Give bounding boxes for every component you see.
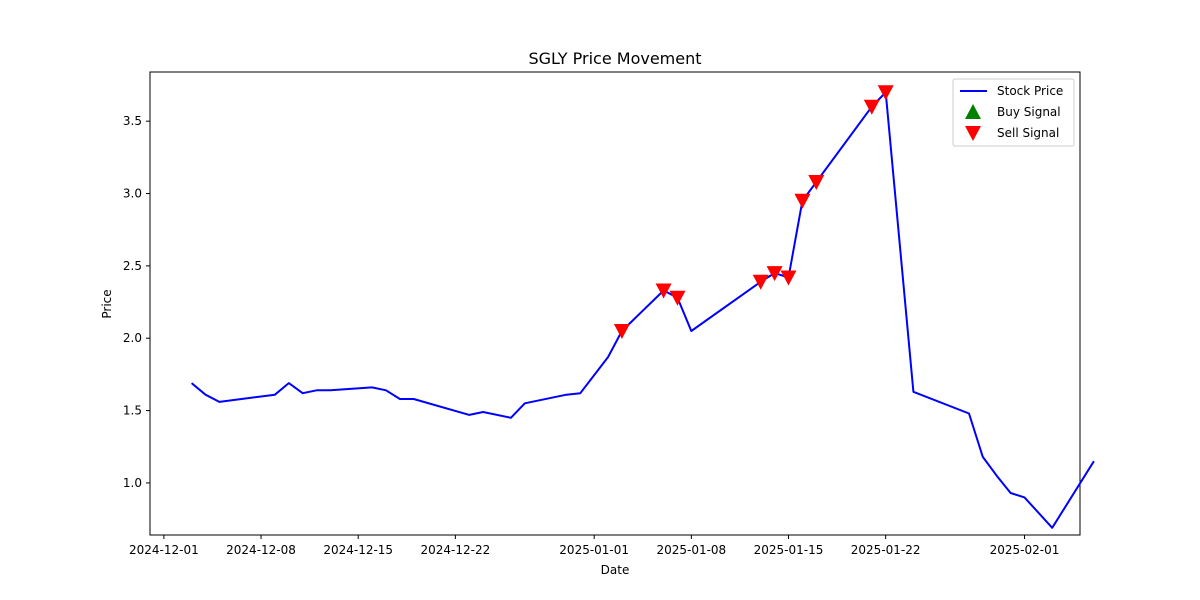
sell-signal-marker xyxy=(780,270,797,286)
y-tick-label: 2.0 xyxy=(123,331,142,345)
legend: Stock Price Buy Signal Sell Signal xyxy=(952,78,1075,147)
y-tick-label: 1.5 xyxy=(123,404,142,418)
x-tick-label: 2024-12-01 xyxy=(129,543,199,557)
y-tick-label: 3.5 xyxy=(123,114,142,128)
x-tick-label: 2024-12-22 xyxy=(420,543,490,557)
sell-signal-marker xyxy=(655,283,672,299)
sell-signal-marker xyxy=(877,85,894,101)
sell-signal-marker xyxy=(752,274,769,290)
x-tick-label: 2025-01-22 xyxy=(851,543,921,557)
sell-signal-marker xyxy=(613,324,630,339)
y-axis-label: Price xyxy=(100,289,114,318)
legend-sell-signal-swatch xyxy=(965,126,981,141)
chart-title: SGLY Price Movement xyxy=(528,49,701,68)
y-axis: 1.0 1.5 2.0 2.5 3.0 3.5 xyxy=(123,114,150,490)
x-tick-label: 2025-01-01 xyxy=(559,543,629,557)
sell-signal-marker xyxy=(794,193,811,209)
y-tick-label: 1.0 xyxy=(123,476,142,490)
legend-buy-signal-label: Buy Signal xyxy=(997,105,1061,119)
sell-signal-marker xyxy=(669,290,686,306)
stock-price-line xyxy=(190,91,1095,529)
sell-signal-marker xyxy=(863,99,880,115)
sell-signal-marker xyxy=(766,266,783,282)
x-tick-label: 2025-02-01 xyxy=(990,543,1060,557)
y-tick-label: 2.5 xyxy=(123,259,142,273)
x-axis: 2024-12-01 2024-12-08 2024-12-15 2024-12-22… xyxy=(129,535,1059,557)
x-tick-label: 2024-12-15 xyxy=(323,543,393,557)
x-tick-label: 2025-01-15 xyxy=(754,543,824,557)
plot-area xyxy=(149,71,1081,536)
x-tick-label: 2024-12-08 xyxy=(226,543,296,557)
legend-frame xyxy=(952,78,1075,147)
y-tick-label: 3.0 xyxy=(123,187,142,201)
sell-signal-marker xyxy=(808,175,825,190)
legend-buy-signal-swatch xyxy=(965,104,981,119)
legend-sell-signal-label: Sell Signal xyxy=(997,126,1059,140)
sell-signal-markers xyxy=(613,85,894,339)
x-axis-label: Date xyxy=(601,563,630,577)
x-tick-label: 2025-01-08 xyxy=(656,543,726,557)
legend-stock-price-label: Stock Price xyxy=(997,84,1063,98)
